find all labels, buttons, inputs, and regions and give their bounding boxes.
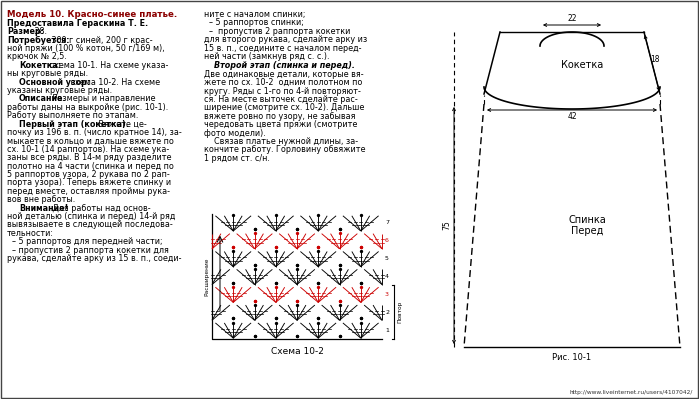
Text: http://www.liveinternet.ru/users/4107042/: http://www.liveinternet.ru/users/4107042…: [570, 390, 693, 395]
Text: жете по сх. 10-2  одним полотном по: жете по сх. 10-2 одним полотном по: [204, 78, 362, 87]
Text: Размер:: Размер:: [7, 27, 44, 36]
Text: 6: 6: [385, 238, 389, 243]
Text: порта узора). Теперь вяжете спинку и: порта узора). Теперь вяжете спинку и: [7, 178, 171, 188]
Text: Потребуется:: Потребуется:: [7, 36, 69, 45]
Text: тельности:: тельности:: [7, 229, 54, 238]
Text: 3: 3: [385, 292, 389, 297]
Text: для второго рукава, сделайте арку из: для второго рукава, сделайте арку из: [204, 35, 367, 44]
Text: Работу выполняете по этапам.: Работу выполняете по этапам.: [7, 111, 138, 120]
Text: полотно на 4 части (спинка и перед по: полотно на 4 части (спинка и перед по: [7, 162, 174, 171]
Text: Схема 10-2: Схема 10-2: [271, 347, 324, 356]
Text: Для работы над основ-: Для работы над основ-: [50, 204, 151, 213]
Text: Модель 10. Красно-синее платье.: Модель 10. Красно-синее платье.: [7, 10, 178, 19]
Text: вов вне работы.: вов вне работы.: [7, 195, 75, 204]
Text: – 5 раппортов для передней части;: – 5 раппортов для передней части;: [7, 237, 163, 246]
Text: 22: 22: [568, 14, 577, 23]
Text: заны все ряды. В 14-м ряду разделите: заны все ряды. В 14-м ряду разделите: [7, 153, 171, 162]
Text: 15 в. п., соедините с началом перед-: 15 в. п., соедините с началом перед-: [204, 43, 361, 53]
Text: Расширение: Расширение: [204, 257, 209, 296]
Text: – пропустив 2 раппорта кокетки для: – пропустив 2 раппорта кокетки для: [7, 246, 169, 255]
Text: Кокетка: Кокетка: [561, 61, 603, 71]
Text: почку из 196 в. п. (число кратное 14), за-: почку из 196 в. п. (число кратное 14), з…: [7, 128, 182, 137]
Text: Кокетка:: Кокетка:: [19, 61, 61, 70]
Text: ней части (замкнув ряд с. с.).: ней части (замкнув ряд с. с.).: [204, 52, 329, 61]
Text: 5 раппортов узора, 2 рукава по 2 рап-: 5 раппортов узора, 2 рукава по 2 рап-: [7, 170, 170, 179]
Text: фото модели).: фото модели).: [204, 128, 266, 138]
Text: ной пряжи (100 % котон, 50 г/169 м),: ной пряжи (100 % котон, 50 г/169 м),: [7, 44, 165, 53]
Text: указаны круговые ряды.: указаны круговые ряды.: [7, 86, 112, 95]
Text: Рис. 10-1: Рис. 10-1: [552, 353, 591, 362]
Text: работы даны на выкройке (рис. 10-1).: работы даны на выкройке (рис. 10-1).: [7, 103, 168, 112]
Text: Описание.: Описание.: [19, 95, 66, 103]
Text: 5: 5: [385, 256, 389, 261]
Text: 300 г синей, 200 г крас-: 300 г синей, 200 г крас-: [49, 36, 152, 45]
Text: –  пропустив 2 раппорта кокетки: – пропустив 2 раппорта кокетки: [204, 27, 350, 36]
Text: 7: 7: [385, 220, 389, 225]
Text: схема 10-1. На схеме указа-: схема 10-1. На схеме указа-: [47, 61, 168, 70]
Text: мыкаете в кольцо и дальше вяжете по: мыкаете в кольцо и дальше вяжете по: [7, 136, 174, 146]
Text: чередовать цвета пряжи (смотрите: чередовать цвета пряжи (смотрите: [204, 120, 357, 129]
Text: ной деталью (спинка и перед) 14-й ряд: ной деталью (спинка и перед) 14-й ряд: [7, 212, 175, 221]
Text: ширение (смотрите сх. 10-2). Дальше: ширение (смотрите сх. 10-2). Дальше: [204, 103, 364, 113]
Text: 42: 42: [567, 112, 577, 121]
Text: сх. 10-1 (14 раппортов). На схеме ука-: сх. 10-1 (14 раппортов). На схеме ука-: [7, 145, 169, 154]
Text: ны круговые ряды.: ны круговые ряды.: [7, 69, 88, 78]
Text: Основной узор:: Основной узор:: [19, 78, 90, 87]
Text: Спинка
Перед: Спинка Перед: [568, 215, 606, 236]
Text: вяжете ровно по узору, не забывая: вяжете ровно по узору, не забывая: [204, 112, 356, 121]
Text: рукава, сделайте арку из 15 в. п., соеди-: рукава, сделайте арку из 15 в. п., соеди…: [7, 254, 182, 263]
Text: Предоставила Гераскина Т. Е.: Предоставила Гераскина Т. Е.: [7, 19, 148, 28]
Text: – 5 раппортов спинки;: – 5 раппортов спинки;: [204, 18, 304, 28]
Text: перед вместе, оставляя проймы рука-: перед вместе, оставляя проймы рука-: [7, 187, 170, 196]
Text: ните с началом спинки;: ните с началом спинки;: [204, 10, 305, 19]
Text: кругу. Ряды с 1-го по 4-й повторяют-: кругу. Ряды с 1-го по 4-й повторяют-: [204, 87, 361, 96]
Text: ся. На месте выточек сделайте рас-: ся. На месте выточек сделайте рас-: [204, 95, 358, 104]
Text: 38.: 38.: [31, 27, 47, 36]
Text: Связав платье нужной длины, за-: Связав платье нужной длины, за-: [204, 137, 358, 146]
Text: кончите работу. Горловину обвяжите: кончите работу. Горловину обвяжите: [204, 145, 366, 154]
Text: Размеры и направление: Размеры и направление: [50, 95, 156, 103]
Text: 18: 18: [650, 55, 659, 65]
Text: 75: 75: [442, 221, 451, 230]
Text: 4: 4: [385, 274, 389, 279]
Text: Вяжете це-: Вяжете це-: [96, 120, 147, 129]
Text: Второй этап (спинка и перед).: Второй этап (спинка и перед).: [214, 61, 355, 70]
Text: вывязываете в следующей последова-: вывязываете в следующей последова-: [7, 221, 173, 229]
Text: 2: 2: [385, 310, 389, 315]
Text: 1: 1: [385, 328, 389, 333]
Text: крючок № 2,5.: крючок № 2,5.: [7, 53, 67, 61]
Text: Повтор: Повтор: [397, 301, 402, 324]
Text: Две одинаковые детали, которые вя-: Две одинаковые детали, которые вя-: [204, 70, 363, 79]
Text: Внимание!: Внимание!: [19, 204, 69, 213]
Text: схема 10-2. На схеме: схема 10-2. На схеме: [68, 78, 160, 87]
Text: Первый этап (кокетка).: Первый этап (кокетка).: [19, 120, 129, 129]
Text: 1 рядом ст. с/н.: 1 рядом ст. с/н.: [204, 154, 270, 163]
